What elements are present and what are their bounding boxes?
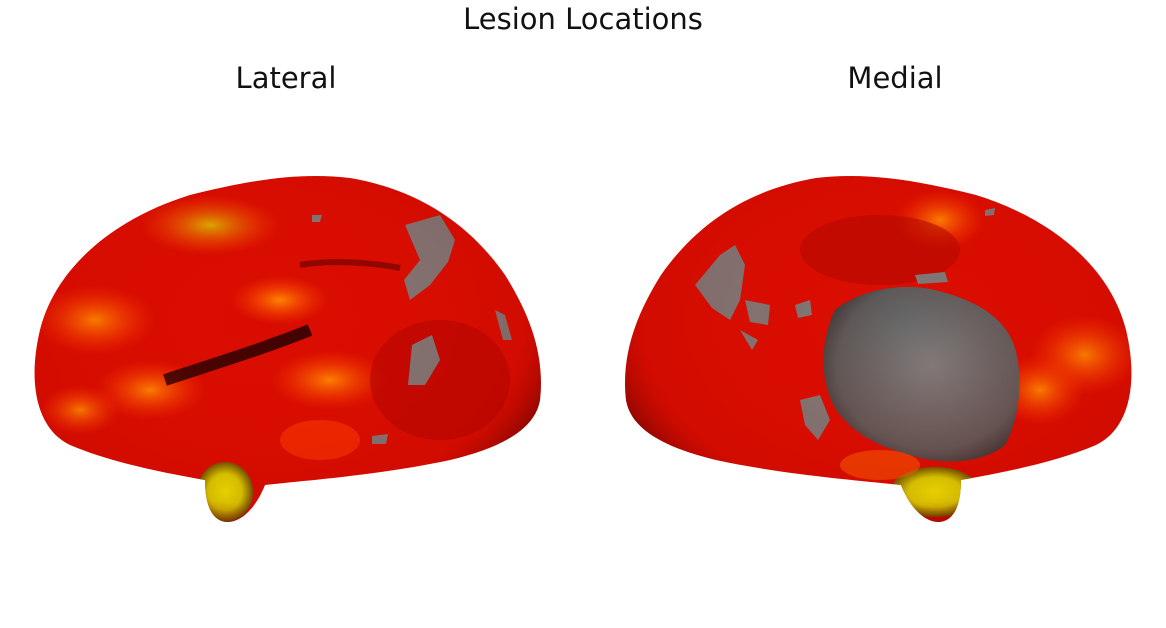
panel-title-lateral: Lateral <box>235 61 337 95</box>
figure-title: Lesion Locations <box>463 2 703 36</box>
lateral-hemisphere <box>34 175 541 522</box>
panel-title-medial: Medial <box>847 61 943 95</box>
medial-hemisphere <box>625 175 1132 522</box>
